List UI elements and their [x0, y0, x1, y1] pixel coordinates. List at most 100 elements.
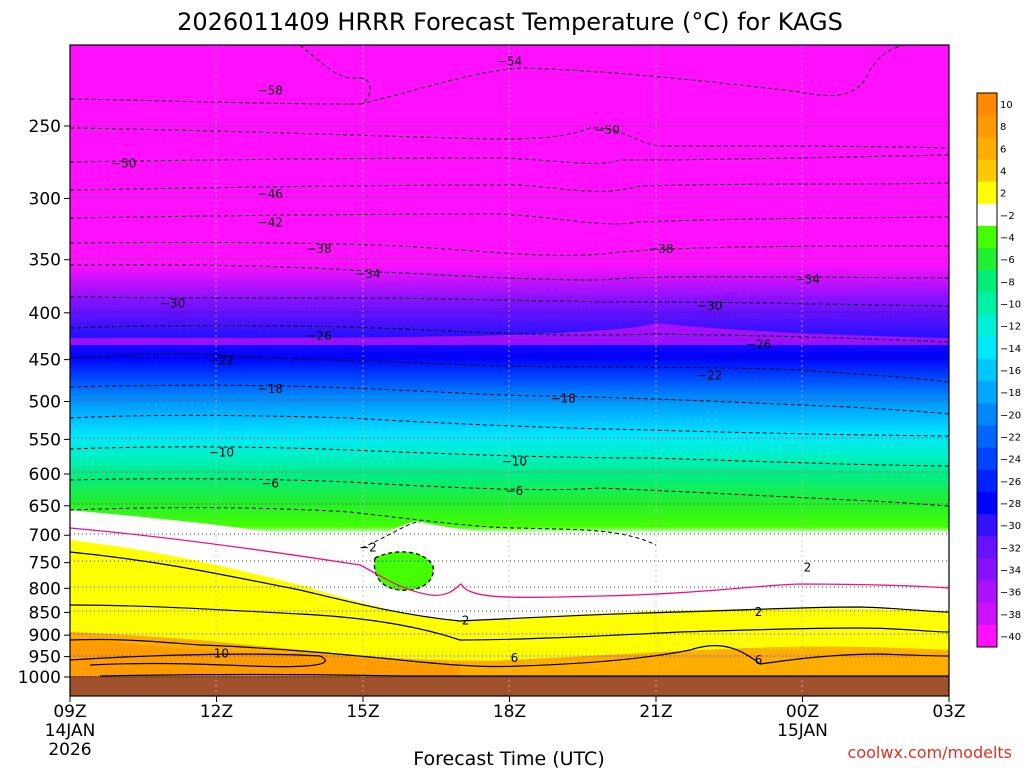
- contour-label: 2: [462, 613, 470, 627]
- y-tick-label: 500: [29, 393, 61, 413]
- colorbar-swatch: [977, 425, 997, 449]
- colorbar-swatch: [977, 558, 997, 582]
- colorbar-label: −30: [1000, 521, 1021, 532]
- contour-label: −30: [697, 299, 722, 313]
- contour-label: −34: [355, 267, 380, 281]
- colorbar-label: −20: [1000, 410, 1021, 421]
- y-tick-label: 700: [29, 526, 61, 546]
- ground: [70, 676, 949, 696]
- x-tick-date: 14JAN: [45, 721, 96, 741]
- contour-label: 6: [755, 653, 763, 667]
- y-tick-label: 900: [29, 626, 61, 646]
- y-tick-label: 850: [29, 603, 61, 623]
- contour-label: −46: [258, 187, 283, 201]
- x-tick-year: 2026: [48, 740, 91, 760]
- contour-label: −38: [306, 242, 331, 256]
- colorbar-swatch: [977, 292, 997, 316]
- cold-band-dip: [70, 323, 949, 345]
- x-tick-label: 21Z: [639, 702, 672, 722]
- colorbar-swatch: [977, 624, 997, 648]
- contour-label: −18: [258, 382, 283, 396]
- contour-label: −10: [209, 445, 234, 459]
- contour-label: −26: [746, 337, 771, 351]
- warm-layer: [70, 540, 949, 662]
- contour-label: −38: [648, 242, 673, 256]
- colorbar-label: −32: [1000, 543, 1021, 554]
- chart-title: 2026011409 HRRR Forecast Temperature (°C…: [177, 8, 843, 36]
- colorbar-swatch: [977, 469, 997, 493]
- plot-area: −54−58−50−50−46−42−38 −38−34 −34−30 −30−26−…: [69, 44, 950, 697]
- x-tick-label: 12Z: [200, 702, 233, 722]
- x-tick-label: 00Z: [786, 702, 819, 722]
- colorbar-swatch: [977, 580, 997, 604]
- contour-label: −54: [497, 54, 522, 68]
- credit-link[interactable]: coolwx.com/modelts: [848, 743, 1012, 762]
- y-tick-label: 1000: [18, 668, 61, 688]
- contour-label: −6: [506, 484, 524, 498]
- contour-label: −22: [697, 368, 722, 382]
- colorbar-label: −2: [1000, 211, 1015, 222]
- colorbar-swatch: [977, 514, 997, 537]
- colorbar-label: −26: [1000, 477, 1021, 488]
- time-gridlines: [215, 45, 803, 696]
- colorbar-label: −14: [1000, 344, 1021, 355]
- colorbar-swatch: [977, 137, 997, 160]
- pressure-axis: 250 300 350 400 450 500 550 600 650 700 750 800 850 9…: [18, 117, 70, 688]
- colorbar-label: −38: [1000, 610, 1021, 621]
- y-tick-label: 400: [29, 304, 61, 324]
- y-tick-label: 550: [29, 430, 61, 450]
- x-tick-date: 15JAN: [777, 721, 828, 741]
- contour-label: −10: [502, 454, 527, 468]
- y-tick-label: 800: [29, 579, 61, 599]
- isotherms-positive: [69, 551, 950, 677]
- contour-label: −42: [258, 216, 283, 230]
- contour-label: −6: [261, 476, 279, 490]
- x-tick-label: 09Z: [53, 702, 86, 722]
- colorbar-swatch: [977, 602, 997, 626]
- colorbar-label: −28: [1000, 499, 1021, 510]
- contour-label: 6: [511, 651, 519, 665]
- contour-label: −30: [160, 297, 185, 311]
- colorbar-swatch: [977, 491, 997, 515]
- contour-label: −22: [209, 354, 234, 368]
- freezing-line: [69, 527, 950, 599]
- x-tick-label: 03Z: [932, 702, 965, 722]
- colorbar-swatch: [977, 403, 997, 426]
- colorbar-swatch: [977, 181, 997, 205]
- y-tick-label: 950: [29, 648, 61, 668]
- colorbar-label: −4: [1000, 233, 1015, 244]
- colorbar-swatch: [977, 536, 997, 559]
- colorbar: 10 8 6 4 2 −2 −4 −6 −8 −10 −12 −14 −16 −18 −20 −22 −24 −2…: [976, 92, 1021, 648]
- colorbar-swatch: [977, 248, 997, 271]
- y-tick-label: 300: [29, 189, 61, 209]
- y-tick-label: 250: [29, 117, 61, 137]
- colorbar-label: −6: [1000, 255, 1015, 266]
- contour-label: −26: [306, 329, 331, 343]
- contour-label: −50: [111, 156, 136, 170]
- colorbar-swatch: [977, 358, 997, 382]
- x-tick-label: 15Z: [346, 702, 379, 722]
- pressure-gridlines: [70, 125, 949, 678]
- colorbar-swatch: [977, 314, 997, 338]
- colorbar-swatch: [977, 270, 997, 293]
- x-axis-label: Forecast Time (UTC): [413, 748, 604, 768]
- x-tick-label: 18Z: [493, 702, 526, 722]
- contour-label: 10: [214, 646, 229, 660]
- colorbar-swatch: [977, 115, 997, 138]
- colorbar-swatch: [977, 336, 997, 360]
- colorbar-label: −24: [1000, 455, 1021, 466]
- colorbar-swatch: [977, 447, 997, 471]
- colorbar-swatch: [977, 381, 997, 404]
- colorbar-label: 4: [1000, 167, 1006, 178]
- contour-labels: −54−58−50−50−46−42−38 −38−34 −34−30 −30−26−…: [111, 54, 820, 667]
- colorbar-label: −22: [1000, 432, 1021, 443]
- colorbar-label: −36: [1000, 588, 1021, 599]
- colorbar-label: −16: [1000, 366, 1021, 377]
- y-tick-label: 450: [29, 351, 61, 371]
- y-tick-label: 750: [29, 554, 61, 574]
- contour-label: 2: [755, 605, 763, 619]
- colorbar-swatch: [977, 93, 997, 116]
- contour-label: −34: [795, 273, 820, 287]
